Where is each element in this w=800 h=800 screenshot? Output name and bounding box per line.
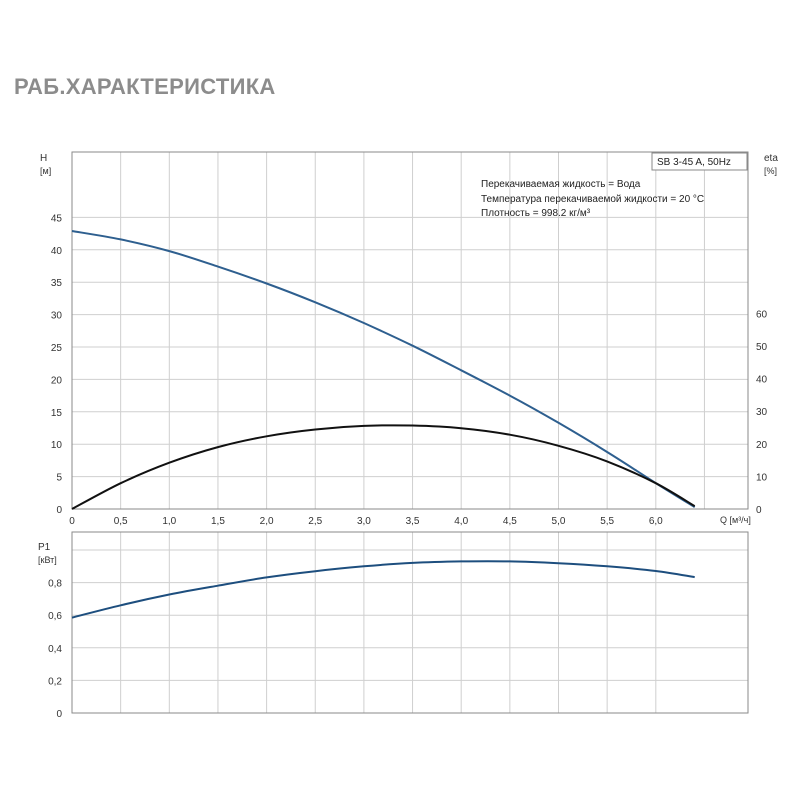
y-tick-label: 30 — [51, 311, 63, 322]
x-tick-label: 2,5 — [308, 516, 322, 527]
p1-tick-label: 0,2 — [48, 676, 62, 687]
y2-tick-label: 60 — [756, 309, 768, 320]
p1-tick-label: 0,8 — [48, 579, 62, 590]
y-tick-label: 35 — [51, 278, 63, 289]
y2-tick-label: 30 — [756, 407, 768, 418]
y2-axis-ticks: 0 10 20 30 40 50 60 — [756, 309, 768, 516]
y-tick-label: 5 — [56, 473, 62, 484]
head-curve — [71, 230, 696, 508]
y2-axis-label: eta — [764, 153, 778, 164]
info-line-temperature: Температура перекачиваемой жидкости = 20… — [481, 194, 704, 205]
y2-tick-label: 50 — [756, 342, 768, 353]
y2-tick-label: 40 — [756, 375, 768, 386]
model-label-box — [651, 152, 748, 171]
x-tick-label: 4,0 — [454, 516, 468, 527]
top-plot-frame — [71, 151, 749, 510]
y-tick-label: 45 — [51, 213, 63, 224]
x-tick-label: 6,0 — [649, 516, 663, 527]
x-tick-label: 5,5 — [600, 516, 614, 527]
bottom-grid — [71, 532, 748, 714]
y-axis-ticks: 0 5 10 15 20 25 30 35 40 45 — [51, 213, 63, 516]
info-line-density: Плотность = 998.2 кг/м³ — [481, 208, 591, 219]
p1-axis-label: P1 — [38, 542, 51, 553]
y-axis-label: H — [40, 153, 47, 164]
model-label: SB 3-45 A, 50Hz — [657, 157, 731, 168]
x-axis-label: Q [м³/ч] — [720, 515, 751, 525]
x-axis-ticks: 0 0,5 1,0 1,5 2,0 2,5 3,0 3,5 4,0 4,5 5,0 5,5 6,0 — [69, 516, 663, 527]
y-tick-label: 10 — [51, 440, 63, 451]
x-tick-label: 1,5 — [211, 516, 225, 527]
y2-tick-label: 20 — [756, 440, 768, 451]
efficiency-curve — [71, 424, 696, 510]
y-tick-label: 25 — [51, 343, 63, 354]
x-tick-label: 0,5 — [114, 516, 128, 527]
x-tick-label: 4,5 — [503, 516, 517, 527]
info-line-fluid: Перекачиваемая жидкость = Вода — [481, 179, 641, 190]
p1-tick-label: 0,4 — [48, 644, 62, 655]
bottom-plot-frame — [71, 531, 749, 714]
y-tick-label: 40 — [51, 246, 63, 257]
y-tick-label: 20 — [51, 375, 63, 386]
y-tick-label: 0 — [56, 505, 62, 516]
p1-axis-unit: [кВт] — [38, 555, 57, 565]
y2-tick-label: 0 — [756, 505, 762, 516]
x-tick-label: 5,0 — [552, 516, 566, 527]
x-tick-label: 2,0 — [260, 516, 274, 527]
p1-tick-label: 0,6 — [48, 611, 62, 622]
page-title: РАБ.ХАРАКТЕРИСТИКА — [14, 74, 276, 99]
x-tick-label: 3,5 — [406, 516, 420, 527]
p1-axis-ticks: 0 0,2 0,4 0,6 0,8 — [48, 579, 62, 720]
p1-tick-label: 0 — [56, 709, 62, 720]
x-tick-label: 3,0 — [357, 516, 371, 527]
y-axis-unit: [м] — [40, 166, 51, 176]
y2-axis-unit: [%] — [764, 166, 777, 176]
power-curve — [71, 560, 695, 619]
y2-tick-label: 10 — [756, 472, 768, 483]
top-grid — [71, 152, 748, 510]
y-tick-label: 15 — [51, 408, 63, 419]
x-tick-label: 0 — [69, 516, 75, 527]
x-tick-label: 1,0 — [162, 516, 176, 527]
